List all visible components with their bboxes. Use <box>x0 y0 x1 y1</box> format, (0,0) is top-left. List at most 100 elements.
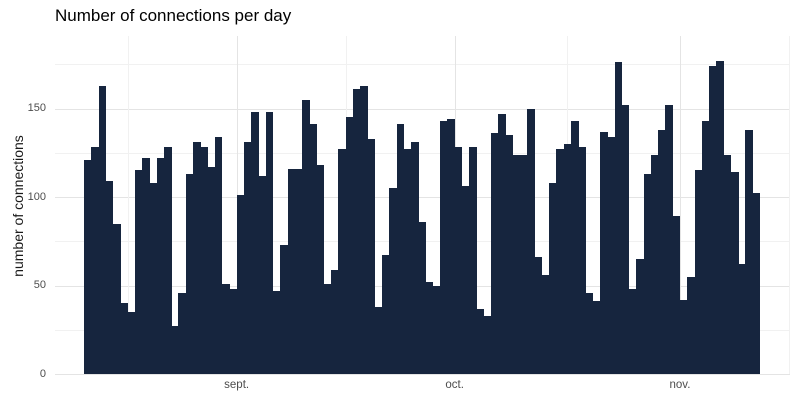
bar <box>149 182 158 374</box>
bar <box>265 112 274 374</box>
bar <box>687 276 695 374</box>
bar <box>461 186 470 374</box>
bar <box>541 274 550 374</box>
plot-panel <box>55 36 790 375</box>
bar <box>229 289 238 374</box>
bar <box>607 136 615 374</box>
bar <box>592 301 601 374</box>
bar <box>178 292 187 374</box>
y-tick-label: 100 <box>27 190 46 203</box>
bar <box>556 149 565 374</box>
bar <box>701 120 710 374</box>
bar <box>578 147 586 374</box>
y-tick-label: 50 <box>33 279 46 291</box>
gridline-v-minor <box>127 36 129 374</box>
x-tick-label: sept. <box>224 379 250 391</box>
gridline-h-minor <box>55 152 790 154</box>
bar <box>214 136 223 374</box>
bar <box>476 308 485 374</box>
bar <box>381 255 390 374</box>
bar <box>280 244 288 374</box>
bar <box>534 257 543 374</box>
bar <box>752 193 761 374</box>
bar <box>672 216 681 374</box>
bar <box>730 172 739 374</box>
bar <box>374 306 383 374</box>
bar <box>643 174 652 374</box>
bar <box>352 89 361 374</box>
bar <box>134 170 143 374</box>
bar <box>287 168 296 374</box>
bar <box>469 147 477 374</box>
bar <box>636 258 645 374</box>
bar <box>367 138 376 374</box>
bar <box>520 154 528 374</box>
gridline-h-major <box>55 197 790 198</box>
bar <box>120 303 128 374</box>
bar <box>193 142 201 374</box>
bar <box>585 292 594 374</box>
bar <box>251 112 259 374</box>
chart-title: Number of connections per day <box>55 6 292 25</box>
bar <box>723 154 732 374</box>
bar <box>127 312 136 374</box>
bar <box>527 108 535 374</box>
bar <box>331 269 339 374</box>
bar <box>171 326 179 374</box>
bar <box>549 182 557 374</box>
bar <box>243 142 252 374</box>
bar <box>440 120 448 374</box>
bar <box>570 120 579 374</box>
bar <box>600 131 608 374</box>
bar <box>745 129 754 374</box>
bar <box>258 175 267 374</box>
bar <box>142 158 150 374</box>
bar <box>185 174 194 374</box>
y-axis-title: number of connections <box>10 135 26 277</box>
bar <box>294 168 303 374</box>
bar <box>156 158 165 374</box>
bar <box>498 113 506 374</box>
bar <box>483 315 492 374</box>
bar <box>84 159 92 374</box>
bar <box>302 99 310 374</box>
bar <box>389 188 397 374</box>
gridline-h-major <box>55 374 790 375</box>
bar <box>105 181 114 374</box>
bar <box>411 142 419 374</box>
bar <box>665 104 674 374</box>
bar <box>403 149 412 374</box>
bar <box>505 135 514 374</box>
bar <box>323 283 332 374</box>
bar <box>113 223 121 374</box>
bar <box>716 60 724 374</box>
bar <box>236 195 245 374</box>
bar <box>629 289 637 374</box>
bar <box>614 62 623 374</box>
gridline-v-minor <box>788 36 790 374</box>
bar <box>432 285 441 374</box>
gridline-h-major <box>55 108 790 110</box>
bar <box>621 104 630 374</box>
bar <box>454 147 463 374</box>
bar <box>491 133 499 374</box>
bar <box>709 66 717 374</box>
gridline-v-major <box>679 36 681 374</box>
bar <box>163 147 172 374</box>
bar <box>738 264 746 374</box>
y-tick-label: 0 <box>39 367 46 380</box>
bar <box>563 143 572 374</box>
bar <box>345 117 354 374</box>
bar <box>360 85 368 374</box>
bar <box>309 124 317 374</box>
x-tick-label: nov. <box>669 379 691 391</box>
y-tick-label: 150 <box>27 102 46 114</box>
bar <box>396 124 405 374</box>
bar <box>418 221 426 374</box>
bar <box>207 166 216 374</box>
bar <box>694 170 703 374</box>
bar <box>512 154 521 374</box>
bar <box>91 147 99 374</box>
bar <box>272 290 281 374</box>
